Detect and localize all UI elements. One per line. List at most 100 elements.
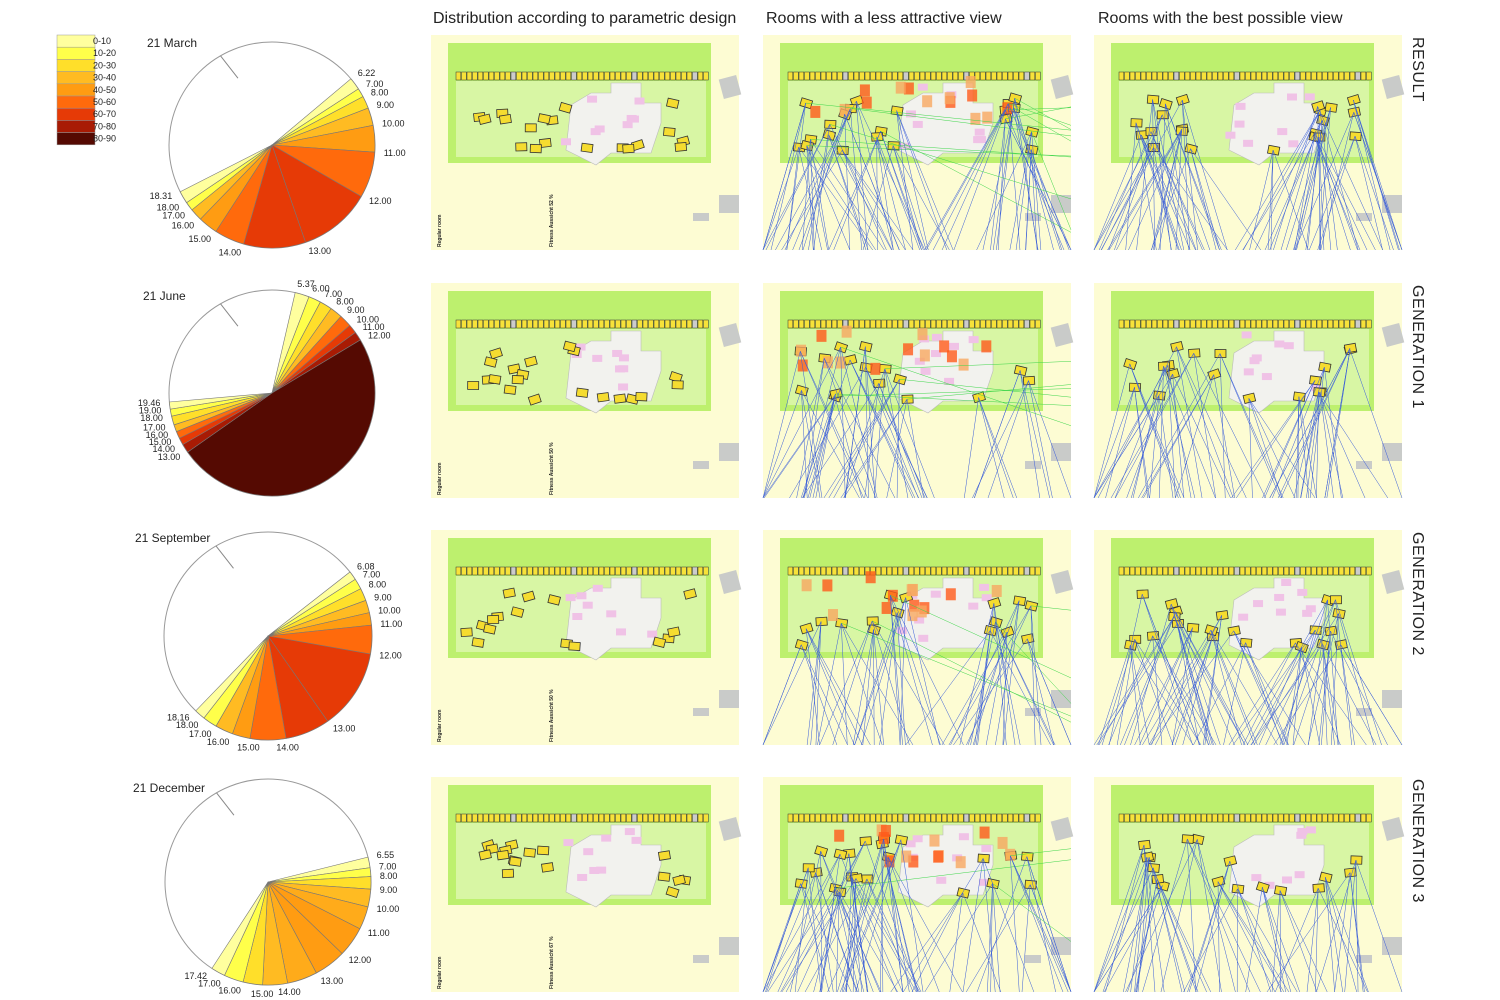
window — [648, 319, 654, 329]
window — [1195, 813, 1202, 823]
view-line — [1213, 374, 1235, 499]
window — [483, 566, 489, 576]
hour-label: 18.16 — [167, 712, 190, 722]
view-line — [892, 145, 922, 251]
hour-label: 13.00 — [321, 976, 344, 986]
view-line — [854, 597, 906, 746]
window — [1151, 71, 1158, 81]
window — [615, 566, 621, 576]
plan-pink — [1277, 128, 1288, 136]
window — [664, 71, 671, 81]
room — [1181, 834, 1195, 844]
window — [488, 566, 495, 576]
window — [842, 813, 849, 823]
view-line — [1130, 603, 1172, 746]
window — [919, 566, 926, 576]
window — [1294, 319, 1301, 329]
view-line — [1228, 642, 1296, 746]
view-hit — [955, 856, 966, 869]
window — [903, 71, 909, 81]
window — [908, 71, 915, 81]
room — [1140, 851, 1155, 863]
window — [571, 319, 577, 329]
window — [1029, 319, 1036, 329]
view-line — [1195, 861, 1231, 993]
view-line — [1130, 645, 1150, 746]
window — [1349, 71, 1356, 81]
room — [524, 123, 537, 133]
window — [1173, 71, 1180, 81]
view-line — [1245, 642, 1289, 746]
view-line — [829, 124, 893, 251]
view-line — [801, 390, 808, 499]
window — [1212, 71, 1218, 81]
view-line — [1308, 599, 1328, 746]
view-hit — [933, 850, 944, 863]
window — [1289, 813, 1295, 823]
view-line — [1285, 107, 1331, 251]
hour-label: 11.00 — [380, 619, 402, 629]
view-line-green — [834, 388, 1072, 397]
plan-pink — [592, 354, 603, 362]
room — [1156, 110, 1169, 120]
view-line — [837, 843, 883, 993]
view-line — [1325, 877, 1335, 993]
window — [675, 813, 682, 823]
window — [996, 71, 1003, 81]
view-line — [1098, 131, 1152, 251]
view-line — [1093, 363, 1130, 499]
row-label: GENERATION 1 — [1409, 285, 1426, 409]
window — [631, 71, 638, 81]
view-line — [840, 623, 848, 746]
view-line-green — [1005, 106, 1072, 120]
hour-label: 15.00 — [188, 234, 211, 244]
window — [1300, 566, 1306, 576]
window — [1162, 566, 1169, 576]
hour-label: 17.00 — [189, 729, 212, 739]
window — [505, 566, 511, 576]
plan-pink — [1305, 605, 1316, 613]
view-line — [1353, 112, 1403, 251]
plan-pink — [1302, 609, 1313, 617]
window — [936, 813, 942, 823]
legend-label: 60-70 — [93, 109, 116, 119]
window — [831, 566, 838, 576]
view-line — [932, 109, 1006, 251]
view-line — [1031, 149, 1038, 251]
room — [521, 590, 536, 603]
view-line — [1013, 107, 1039, 251]
window — [919, 71, 926, 81]
window — [820, 566, 827, 576]
view-hit — [878, 832, 889, 845]
window — [455, 566, 462, 576]
room — [1231, 883, 1245, 895]
window — [787, 566, 794, 576]
room — [1214, 349, 1227, 358]
view-line — [1322, 644, 1328, 746]
window — [1168, 566, 1174, 576]
window — [1278, 71, 1284, 81]
window — [472, 319, 478, 329]
hour-label: 17.42 — [184, 971, 207, 981]
view-line-green — [1031, 131, 1072, 230]
window — [859, 319, 865, 329]
plan-panel: Regular room Fitness Aussicht 52 % — [431, 35, 742, 250]
view-line — [1162, 114, 1211, 251]
view-hit — [1005, 848, 1016, 861]
view-hit — [835, 356, 846, 369]
view-line — [911, 892, 963, 993]
plan-grey — [693, 213, 709, 221]
legend-swatch — [56, 107, 96, 121]
view-line-green — [992, 883, 1072, 942]
view-line — [1297, 396, 1300, 499]
view-line — [1266, 872, 1351, 993]
plan-grey — [1051, 443, 1071, 461]
view-line — [890, 595, 933, 746]
north-tick — [215, 545, 234, 569]
hour-label: 12.00 — [349, 955, 372, 965]
hour-label: 12.00 — [368, 330, 391, 340]
view-line — [1098, 645, 1131, 746]
window — [1261, 319, 1268, 329]
plan-grey — [1382, 690, 1402, 708]
window — [609, 71, 616, 81]
